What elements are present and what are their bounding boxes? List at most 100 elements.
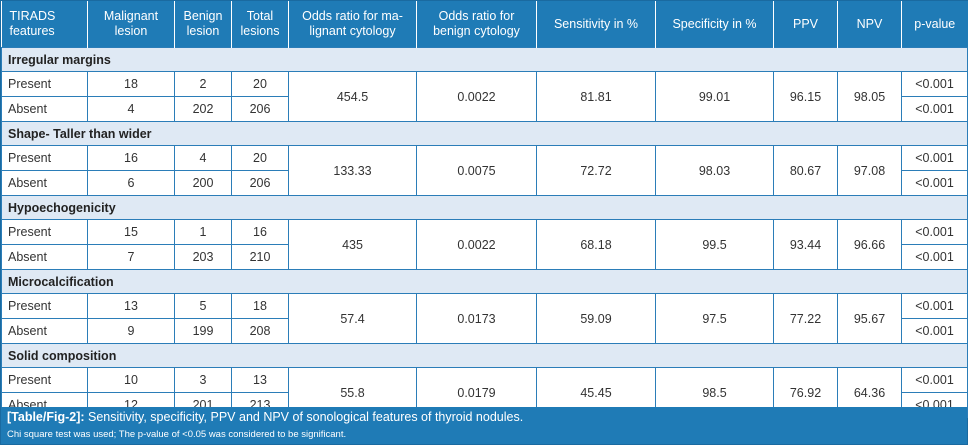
caption-line: [Table/Fig-2]: Sensitivity, specificity,… [7,410,523,424]
malignant-cell: 10 [87,367,175,393]
benign-cell: 4 [174,145,232,171]
sensitivity-cell: 68.18 [536,219,656,270]
header-or-benign: Odds ratio for benign cytology [416,1,537,48]
total-cell: 206 [231,170,289,196]
malignant-cell: 13 [87,293,175,319]
section-row: Microcalcification [1,269,968,294]
or-benign-cell: 0.0022 [416,219,537,270]
p-value-cell: <0.001 [901,96,968,122]
benign-cell: 3 [174,367,232,393]
malignant-cell: 16 [87,145,175,171]
header-or-malignant: Odds ratio for ma- lignant cytology [288,1,417,48]
table-row: Absent 4 202 206 <0.001 [1,96,968,122]
benign-cell: 202 [174,96,232,122]
or-malignant-cell: 133.33 [288,145,417,196]
row-label: Present [1,145,88,171]
section-title: Solid composition [1,343,968,368]
benign-cell: 2 [174,71,232,97]
malignant-cell: 6 [87,170,175,196]
p-value-cell: <0.001 [901,145,968,171]
table-row: Absent 6 200 206 <0.001 [1,170,968,196]
specificity-cell: 99.5 [655,219,774,270]
malignant-cell: 9 [87,318,175,344]
table-caption: [Table/Fig-2]: Sensitivity, specificity,… [1,407,967,444]
benign-cell: 203 [174,244,232,270]
caption-reference: [Table/Fig-2]: [7,410,85,424]
or-benign-cell: 0.0022 [416,71,537,122]
malignant-cell: 15 [87,219,175,245]
npv-cell: 97.08 [837,145,902,196]
header-malignant-lesion: Malignant lesion [87,1,175,48]
row-label: Present [1,71,88,97]
specificity-cell: 97.5 [655,293,774,344]
malignant-cell: 7 [87,244,175,270]
table-row: Absent 7 203 210 <0.001 [1,244,968,270]
section-title: Hypoechogenicity [1,195,968,220]
row-label: Absent [1,244,88,270]
caption-note: Chi square test was used; The p-value of… [7,429,347,440]
npv-cell: 96.66 [837,219,902,270]
specificity-cell: 99.01 [655,71,774,122]
header-ppv: PPV [773,1,838,48]
sensitivity-cell: 72.72 [536,145,656,196]
section-row: Irregular margins [1,47,968,72]
section-row: Solid composition [1,343,968,368]
p-value-cell: <0.001 [901,318,968,344]
table-row: Present 16 4 20 133.33 0.0075 72.72 98.0… [1,145,968,196]
row-label: Absent [1,170,88,196]
header-specificity: Specificity in % [655,1,774,48]
thyroid-tirads-table: TIRADS features Malignant lesion Benign … [1,1,968,418]
caption-text: Sensitivity, specificity, PPV and NPV of… [84,410,524,424]
section-row: Hypoechogenicity [1,195,968,220]
specificity-cell: 98.03 [655,145,774,196]
section-title: Shape- Taller than wider [1,121,968,146]
row-label: Present [1,367,88,393]
ppv-cell: 80.67 [773,145,838,196]
row-label: Present [1,293,88,319]
benign-cell: 199 [174,318,232,344]
p-value-cell: <0.001 [901,71,968,97]
or-malignant-cell: 57.4 [288,293,417,344]
table-row: Present 15 1 16 435 0.0022 68.18 99.5 93… [1,219,968,270]
p-value-cell: <0.001 [901,293,968,319]
malignant-cell: 18 [87,71,175,97]
or-malignant-cell: 435 [288,219,417,270]
header-tirads-features: TIRADS features [1,1,88,48]
npv-cell: 95.67 [837,293,902,344]
header-npv: NPV [837,1,902,48]
header-total-lesions: Total lesions [231,1,289,48]
p-value-cell: <0.001 [901,170,968,196]
or-malignant-cell: 454.5 [288,71,417,122]
sensitivity-cell: 81.81 [536,71,656,122]
total-cell: 18 [231,293,289,319]
benign-cell: 1 [174,219,232,245]
row-label: Absent [1,96,88,122]
ppv-cell: 93.44 [773,219,838,270]
section-row: Shape- Taller than wider [1,121,968,146]
total-cell: 210 [231,244,289,270]
benign-cell: 200 [174,170,232,196]
or-benign-cell: 0.0075 [416,145,537,196]
section-title: Microcalcification [1,269,968,294]
header-row: TIRADS features Malignant lesion Benign … [1,1,968,48]
header-p-value: p-value [901,1,968,48]
sensitivity-cell: 59.09 [536,293,656,344]
p-value-cell: <0.001 [901,219,968,245]
malignant-cell: 4 [87,96,175,122]
p-value-cell: <0.001 [901,367,968,393]
total-cell: 16 [231,219,289,245]
table-row: Present 13 5 18 57.4 0.0173 59.09 97.5 7… [1,293,968,344]
total-cell: 13 [231,367,289,393]
header-benign-lesion: Benign lesion [174,1,232,48]
ppv-cell: 77.22 [773,293,838,344]
row-label: Absent [1,318,88,344]
npv-cell: 98.05 [837,71,902,122]
row-label: Present [1,219,88,245]
header-sensitivity: Sensitivity in % [536,1,656,48]
table-row: Absent 9 199 208 <0.001 [1,318,968,344]
or-benign-cell: 0.0173 [416,293,537,344]
total-cell: 208 [231,318,289,344]
section-title: Irregular margins [1,47,968,72]
p-value-cell: <0.001 [901,244,968,270]
